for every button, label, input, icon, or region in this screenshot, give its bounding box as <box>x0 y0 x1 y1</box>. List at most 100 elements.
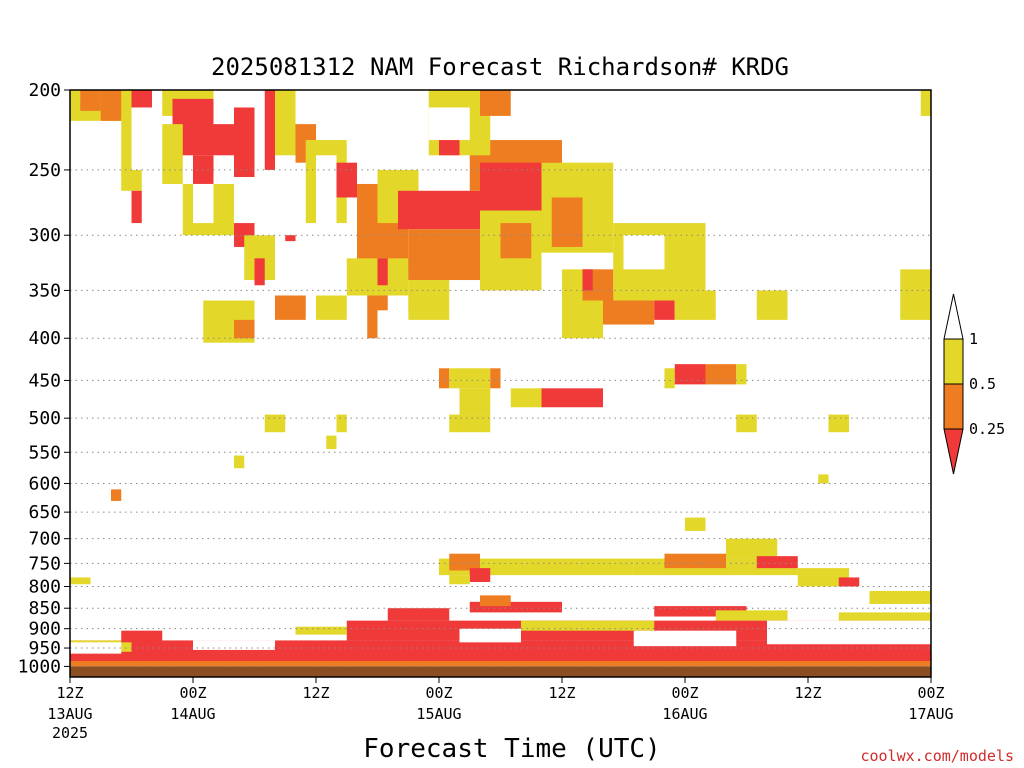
ri-cell-61 <box>541 388 603 408</box>
xtick-date-3: 15AUG <box>416 705 461 723</box>
ri-cell-35 <box>408 280 450 320</box>
ri-cell-62 <box>664 368 675 389</box>
ri-cell-87 <box>469 601 562 613</box>
ri-cell-82 <box>726 538 778 559</box>
ri-cell-22 <box>336 162 357 198</box>
ri-cell-64 <box>705 364 737 385</box>
legend-swatch-0.5-1 <box>943 338 964 385</box>
xtick-time-6: 12Z <box>794 684 821 702</box>
ri-cell-78 <box>469 568 491 582</box>
ri-cell-54 <box>920 90 931 116</box>
chart-title: 2025081312 NAM Forecast Richardson# KRDG <box>211 53 789 81</box>
gap-10 <box>193 640 275 650</box>
ri-cell-28 <box>275 295 306 320</box>
ri-cell-72 <box>111 489 122 501</box>
ytick-label-550: 550 <box>28 442 61 463</box>
ytick-label-700: 700 <box>28 529 61 550</box>
xtick-time-4: 12Z <box>548 684 575 702</box>
ri-cell-97 <box>121 630 163 643</box>
ri-cell-6 <box>131 190 142 224</box>
gap-9 <box>459 628 521 643</box>
ri-cell-2 <box>100 90 122 121</box>
plot-frame <box>69 89 932 678</box>
xtick-date-5: 16AUG <box>662 705 707 723</box>
heatmap-gaps <box>70 107 931 654</box>
ytick-label-400: 400 <box>28 328 61 349</box>
ground-layer <box>70 666 931 677</box>
ri-cell-81 <box>664 553 726 569</box>
ytick-label-500: 500 <box>28 408 61 429</box>
gap-2 <box>377 310 409 339</box>
ytick-label-800: 800 <box>28 576 61 597</box>
ri-cell-68 <box>264 414 286 433</box>
ytick-label-300: 300 <box>28 225 61 246</box>
y-axis: 200 250 300 350 400 450 500 550 600 650 700 7508008… <box>18 80 70 677</box>
ri-cell-94 <box>521 620 655 631</box>
ri-cell-89 <box>387 608 450 621</box>
legend-cap-bottom <box>943 428 964 475</box>
gap-5 <box>316 155 337 236</box>
ground-band <box>70 666 931 677</box>
ytick-label-200: 200 <box>28 80 61 101</box>
xtick-time-7: 00Z <box>917 684 944 702</box>
ri-cell-1 <box>80 90 101 111</box>
ri-cell-73 <box>818 474 829 484</box>
ri-cell-98 <box>295 626 347 635</box>
ri-cell-3 <box>131 90 152 108</box>
ri-cell-65 <box>736 364 747 385</box>
ri-cell-75 <box>70 577 91 585</box>
x-axis-label: Forecast Time (UTC) <box>363 734 660 764</box>
ytick-label-250: 250 <box>28 160 61 181</box>
ri-cell-16 <box>234 107 255 178</box>
ytick-label-900: 900 <box>28 619 61 640</box>
legend-label-0: 1 <box>969 330 978 348</box>
ri-cell-86 <box>869 590 931 604</box>
gap-11 <box>70 642 122 654</box>
ri-cell-57 <box>490 368 501 389</box>
ri-cell-40 <box>480 90 511 116</box>
legend-cap-top <box>943 293 964 340</box>
xtick-year-0: 2025 <box>52 724 88 742</box>
ri-cell-47 <box>582 269 593 291</box>
ri-cell-63 <box>674 364 706 385</box>
pressure-gridlines <box>70 169 931 667</box>
ytick-label-350: 350 <box>28 280 61 301</box>
gap-1 <box>275 329 347 356</box>
legend-swatch-0.25-0.5 <box>943 383 964 430</box>
ri-cell-74 <box>685 517 706 531</box>
ri-cell-15 <box>254 258 265 286</box>
ri-cell-31 <box>234 319 255 339</box>
ri-cell-70 <box>326 435 337 450</box>
ri-cell-27 <box>377 258 388 286</box>
ri-cell-4 <box>121 115 132 178</box>
ri-cell-79 <box>449 575 470 585</box>
ri-cell-52 <box>756 290 788 320</box>
xtick-time-5: 00Z <box>671 684 698 702</box>
ri-cell-34 <box>408 229 480 281</box>
xtick-time-0: 12Z <box>56 684 83 702</box>
ri-cell-56 <box>449 368 491 389</box>
ri-cell-44 <box>551 197 583 247</box>
gap-7 <box>767 620 931 645</box>
ri-cell-69 <box>336 414 347 433</box>
ri-cell-59 <box>449 414 491 433</box>
gap-8 <box>633 630 737 647</box>
ri-cell-60 <box>510 388 542 408</box>
ri-cell-66 <box>736 414 757 433</box>
ri-cell-84 <box>797 568 849 587</box>
ytick-label-850: 850 <box>28 598 61 619</box>
xtick-time-3: 00Z <box>425 684 452 702</box>
heatmap-cells <box>70 90 931 667</box>
ri-cell-71 <box>234 455 245 469</box>
xtick-time-2: 12Z <box>302 684 329 702</box>
xtick-date-1: 14AUG <box>170 705 215 723</box>
ri-cell-5 <box>121 169 142 191</box>
ri-cell-53 <box>900 269 931 320</box>
ri-cell-42 <box>500 223 532 259</box>
ri-cell-83 <box>756 556 798 569</box>
ri-cell-29 <box>316 295 347 320</box>
ytick-label-750: 750 <box>28 553 61 574</box>
credit-link[interactable]: coolwx.com/models <box>860 747 1014 765</box>
ri-cell-17 <box>264 90 275 170</box>
